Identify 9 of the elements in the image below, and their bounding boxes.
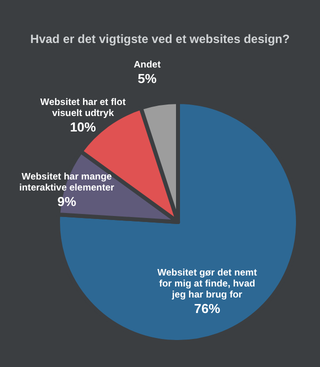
slice-label: Andet (134, 59, 162, 70)
slice-label: Websitet har mange interaktive elementer (19, 172, 115, 194)
data-label: 5% (138, 70, 157, 86)
data-label: 9% (57, 194, 77, 210)
data-label: 10% (70, 120, 96, 135)
chart-title: Hvad er det vigtigste ved et websites design? (30, 32, 290, 46)
slice-label: Websitet har et flot visuelt udtryk (40, 97, 126, 120)
slice-label: Websitet gør det nemt for mig at finde, hvad jeg har brug for (157, 267, 258, 300)
data-label: 76% (194, 300, 221, 316)
